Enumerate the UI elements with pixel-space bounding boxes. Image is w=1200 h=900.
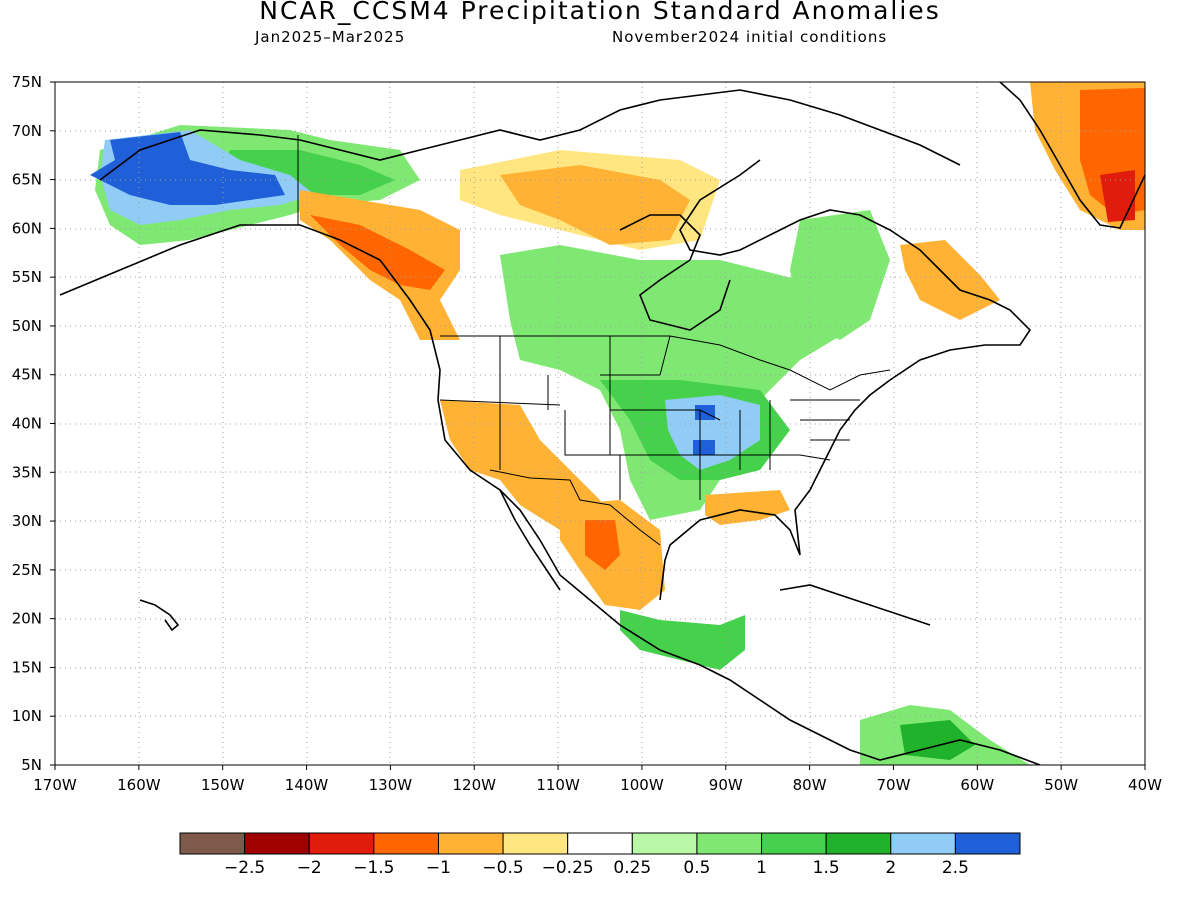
colorbar-label: −1 bbox=[426, 858, 451, 878]
north-america-coast bbox=[59, 224, 1041, 765]
latitude-label: 10N bbox=[12, 707, 42, 725]
longitude-label: 60W bbox=[960, 776, 994, 794]
longitude-label: 140W bbox=[285, 776, 329, 794]
colorbar-swatch bbox=[696, 832, 763, 855]
midwest-extreme-wet-core bbox=[693, 405, 715, 455]
states-central bbox=[610, 335, 831, 500]
colorbar-label: 2 bbox=[885, 858, 896, 878]
latitude-label: 20N bbox=[12, 610, 42, 628]
colorbar-label: −0.5 bbox=[482, 858, 523, 878]
states-west bbox=[439, 336, 660, 500]
pacific-nw-dry-core bbox=[310, 215, 445, 290]
greenland-strong-dry bbox=[1100, 170, 1135, 222]
longitude-label: 40W bbox=[1128, 776, 1162, 794]
longitude-label: 170W bbox=[33, 776, 77, 794]
colorbar-swatch bbox=[502, 832, 569, 855]
longitude-label: 160W bbox=[117, 776, 161, 794]
initial-conditions: November2024 initial conditions bbox=[612, 28, 888, 46]
colorbar-swatch bbox=[244, 832, 310, 855]
longitude-label: 130W bbox=[369, 776, 413, 794]
mexico-dry-core bbox=[585, 520, 620, 570]
us-mexico-border bbox=[489, 469, 661, 546]
colorbar-swatch bbox=[567, 832, 633, 855]
axis-ticks bbox=[50, 81, 1146, 770]
colorbar-label: 0.25 bbox=[613, 858, 651, 878]
southwest-dry bbox=[440, 400, 610, 530]
colorbar-swatch bbox=[761, 832, 827, 855]
states-east bbox=[790, 399, 860, 441]
colorbar-label: −2 bbox=[297, 858, 322, 878]
colorbar-swatch bbox=[437, 832, 504, 855]
arctic-coast bbox=[99, 89, 961, 181]
latitude-label: 75N bbox=[12, 73, 42, 91]
colorbar-swatch bbox=[179, 832, 246, 855]
hawaii bbox=[139, 599, 180, 632]
coastlines bbox=[59, 82, 1145, 765]
canada-dry-core bbox=[500, 165, 690, 245]
political-borders bbox=[297, 135, 891, 546]
midwest-extreme-wet bbox=[665, 395, 760, 470]
longitude-label: 120W bbox=[452, 776, 496, 794]
colorbar-label: 0.5 bbox=[683, 858, 710, 878]
latitude-label: 50N bbox=[12, 317, 42, 335]
colorbar-label: 1 bbox=[756, 858, 767, 878]
longitude-label: 80W bbox=[793, 776, 827, 794]
us-canada-border bbox=[440, 335, 891, 391]
latitude-label: 40N bbox=[12, 415, 42, 433]
central-america-wet bbox=[620, 610, 745, 670]
colorbar-label: −0.25 bbox=[542, 858, 594, 878]
eastern-canada-wet bbox=[790, 210, 890, 340]
latitude-label: 70N bbox=[12, 122, 42, 140]
longitude-label: 90W bbox=[709, 776, 743, 794]
baja bbox=[499, 489, 561, 591]
latitude-label: 5N bbox=[21, 756, 42, 774]
colorbar-label: −2.5 bbox=[224, 858, 265, 878]
longitude-label: 150W bbox=[201, 776, 245, 794]
gulf-coast bbox=[659, 159, 1032, 601]
colorbar-swatch bbox=[308, 832, 375, 855]
colorbar-label: −1.5 bbox=[353, 858, 394, 878]
colorbar-swatch bbox=[890, 832, 956, 855]
greenland-coast bbox=[999, 82, 1145, 229]
latitude-label: 65N bbox=[12, 171, 42, 189]
colorbar-swatch bbox=[954, 832, 1021, 855]
colorbar-swatch bbox=[631, 832, 698, 855]
longitude-label: 70W bbox=[877, 776, 911, 794]
latitude-label: 45N bbox=[12, 366, 42, 384]
latitude-label: 30N bbox=[12, 512, 42, 530]
anomaly-shading bbox=[90, 82, 1145, 765]
longitude-label: 50W bbox=[1044, 776, 1078, 794]
colorbar bbox=[179, 832, 1021, 855]
southeast-dry bbox=[705, 490, 790, 525]
latitude-label: 60N bbox=[12, 219, 42, 237]
caribbean-islands bbox=[779, 584, 931, 626]
longitude-label: 100W bbox=[620, 776, 664, 794]
colorbar-swatch bbox=[825, 832, 892, 855]
colorbar-labels: −2.5 −2 −1.5 −1 −0.5 −0.25 0.25 0.5 1 1.5 2 2.5 bbox=[224, 858, 969, 878]
latitude-label: 55N bbox=[12, 268, 42, 286]
forecast-period: Jan2025–Mar2025 bbox=[255, 28, 406, 46]
latitude-label: 25N bbox=[12, 561, 42, 579]
colorbar-label: 1.5 bbox=[813, 858, 840, 878]
longitude-label: 110W bbox=[536, 776, 580, 794]
latitude-labels: 75N 70N 65N 60N 55N 50N 45N 40N 35N 30N 25N 20N 15N 1… bbox=[12, 73, 42, 774]
map-title: NCAR_CCSM4 Precipitation Standard Anomal… bbox=[259, 0, 941, 25]
latitude-label: 35N bbox=[12, 463, 42, 481]
colorbar-label: 2.5 bbox=[942, 858, 969, 878]
latitude-label: 15N bbox=[12, 658, 42, 676]
hudson-bay bbox=[619, 214, 731, 331]
longitude-labels: 170W 160W 150W 140W 130W 120W 110W 100W 90W 80W 70… bbox=[33, 776, 1162, 794]
colorbar-swatch bbox=[373, 832, 439, 855]
